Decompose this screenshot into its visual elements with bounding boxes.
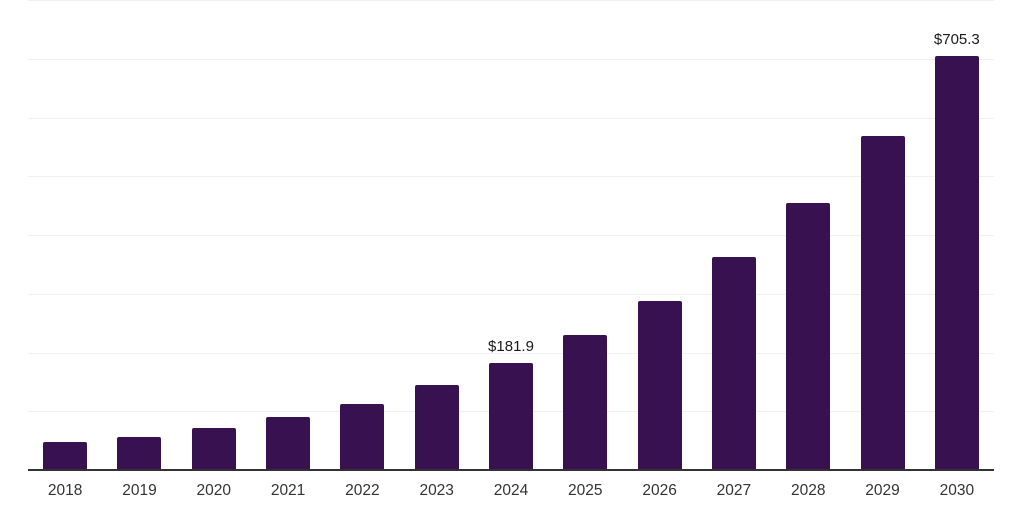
gridline-800 (28, 0, 994, 1)
bar-2026 (637, 301, 682, 470)
x-tick-label-2025: 2025 (568, 482, 603, 499)
bar-2028 (786, 202, 831, 470)
plot-area: $181.9 $705.3 (28, 0, 994, 470)
bar-2021 (266, 417, 311, 470)
x-tick-label-2020: 2020 (196, 482, 232, 499)
x-tick-label-2024: 2024 (493, 482, 529, 499)
x-tick-label-2030: 2030 (939, 482, 975, 499)
x-axis-line (28, 469, 994, 471)
x-tick-label-2029: 2029 (865, 482, 900, 499)
x-tick-label-2027: 2027 (716, 482, 752, 499)
gridline-500 (28, 176, 994, 177)
bar-2019 (117, 436, 162, 470)
gridline-400 (28, 235, 994, 236)
bar-2025 (563, 335, 608, 470)
x-tick-label-2022: 2022 (345, 482, 380, 499)
bar-2018 (43, 442, 88, 470)
gridline-700 (28, 59, 994, 60)
x-tick-label-2026: 2026 (642, 482, 677, 499)
bar-2020 (191, 428, 236, 470)
gridline-200 (28, 353, 994, 354)
x-tick-label-2019: 2019 (122, 482, 157, 499)
gridline-600 (28, 118, 994, 119)
x-tick-label-2028: 2028 (790, 482, 826, 499)
bar-2030 (934, 55, 979, 470)
bar-2027 (711, 257, 756, 470)
x-tick-label-2021: 2021 (270, 482, 306, 499)
bar-2023 (414, 384, 459, 470)
x-tick-label-2018: 2018 (47, 482, 83, 499)
x-tick-label-2023: 2023 (419, 482, 454, 499)
data-label-2030: $705.3 (933, 30, 980, 48)
bar-2022 (340, 403, 385, 470)
data-label-2024: $181.9 (488, 338, 534, 356)
gridline-300 (28, 294, 994, 295)
bar-2029 (860, 136, 905, 470)
bar-2024 (489, 363, 533, 470)
